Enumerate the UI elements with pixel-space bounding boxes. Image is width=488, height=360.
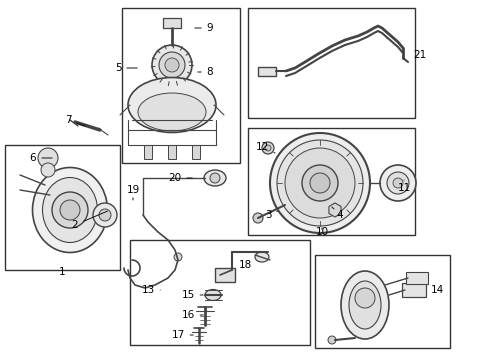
Text: 19: 19 bbox=[126, 185, 140, 200]
Circle shape bbox=[99, 209, 111, 221]
Ellipse shape bbox=[203, 170, 225, 186]
Circle shape bbox=[209, 173, 220, 183]
Circle shape bbox=[174, 253, 182, 261]
Text: 4: 4 bbox=[331, 207, 343, 220]
Bar bbox=[247, 8, 414, 118]
Text: 14: 14 bbox=[429, 285, 443, 295]
Circle shape bbox=[392, 178, 402, 188]
Ellipse shape bbox=[348, 281, 380, 329]
Ellipse shape bbox=[128, 77, 216, 132]
Circle shape bbox=[159, 52, 184, 78]
Text: 13: 13 bbox=[141, 285, 160, 295]
Circle shape bbox=[386, 172, 408, 194]
Circle shape bbox=[52, 192, 88, 228]
Text: 10: 10 bbox=[315, 227, 328, 237]
Bar bbox=[143, 145, 152, 159]
Circle shape bbox=[252, 213, 263, 223]
Text: 15: 15 bbox=[181, 290, 203, 300]
Circle shape bbox=[276, 140, 362, 226]
Circle shape bbox=[309, 173, 329, 193]
Text: 20: 20 bbox=[168, 173, 192, 183]
Bar bbox=[405, 272, 427, 284]
Text: 8: 8 bbox=[197, 67, 213, 77]
Bar bbox=[258, 67, 275, 76]
Ellipse shape bbox=[340, 271, 388, 339]
Circle shape bbox=[269, 133, 369, 233]
Text: 9: 9 bbox=[194, 23, 213, 33]
Circle shape bbox=[379, 165, 415, 201]
Ellipse shape bbox=[32, 167, 107, 252]
Text: 7: 7 bbox=[64, 115, 85, 126]
Text: 12: 12 bbox=[255, 142, 274, 153]
Circle shape bbox=[152, 45, 192, 85]
Circle shape bbox=[38, 148, 58, 168]
Bar bbox=[247, 128, 414, 235]
Bar bbox=[215, 268, 235, 282]
Bar bbox=[122, 8, 240, 163]
Text: 2: 2 bbox=[72, 211, 107, 230]
Circle shape bbox=[354, 288, 374, 308]
Text: 11: 11 bbox=[397, 180, 410, 193]
Bar bbox=[314, 255, 449, 348]
Text: 18: 18 bbox=[238, 260, 251, 270]
Text: 6: 6 bbox=[30, 153, 52, 163]
Circle shape bbox=[93, 203, 117, 227]
Bar bbox=[5, 145, 120, 270]
Circle shape bbox=[41, 163, 55, 177]
Circle shape bbox=[302, 165, 337, 201]
Ellipse shape bbox=[204, 289, 221, 301]
Bar bbox=[192, 145, 200, 159]
Circle shape bbox=[262, 142, 273, 154]
Text: 17: 17 bbox=[171, 330, 193, 340]
Ellipse shape bbox=[254, 252, 268, 262]
Bar bbox=[168, 145, 176, 159]
Bar bbox=[130, 240, 309, 345]
Bar bbox=[163, 18, 181, 28]
Circle shape bbox=[327, 336, 335, 344]
Text: 21: 21 bbox=[412, 50, 426, 60]
Text: 3: 3 bbox=[264, 210, 277, 220]
Ellipse shape bbox=[138, 93, 205, 131]
Text: 1: 1 bbox=[59, 267, 65, 277]
Circle shape bbox=[164, 58, 179, 72]
Circle shape bbox=[264, 145, 270, 151]
Circle shape bbox=[60, 200, 80, 220]
Text: 16: 16 bbox=[181, 310, 203, 320]
Ellipse shape bbox=[42, 177, 97, 243]
Text: 5: 5 bbox=[115, 63, 137, 73]
Bar bbox=[401, 283, 425, 297]
Circle shape bbox=[285, 148, 354, 218]
